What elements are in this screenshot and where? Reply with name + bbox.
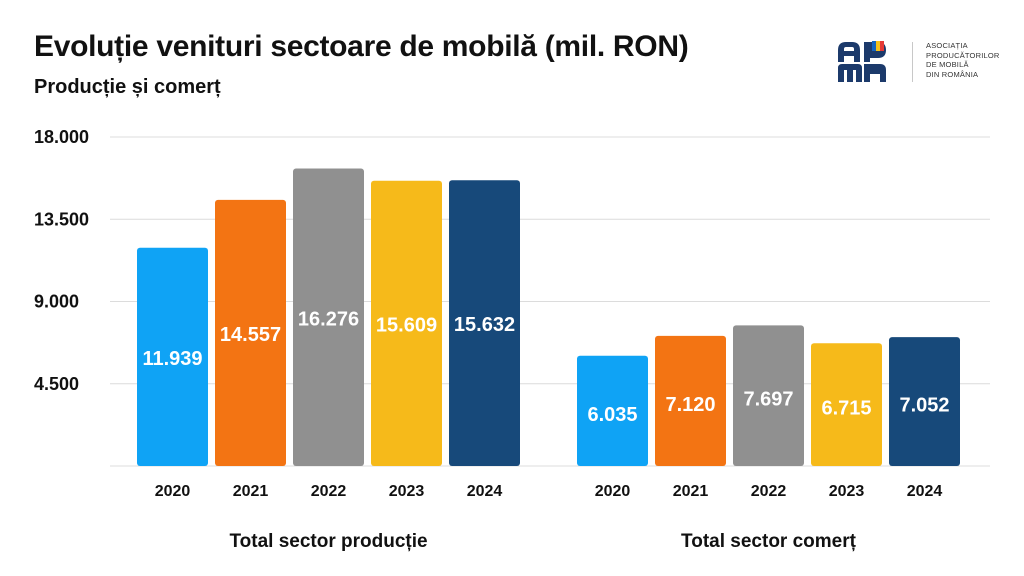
bar — [655, 335, 726, 466]
x-tick-label: 2024 — [467, 483, 503, 500]
x-tick-label: 2023 — [389, 483, 425, 500]
x-tick-label: 2021 — [233, 483, 269, 500]
logo-text-line: PRODUCĂTORILOR — [926, 50, 1000, 60]
x-tick-label: 2022 — [751, 483, 787, 500]
x-tick-label: 2024 — [907, 483, 943, 500]
y-tick-label: 4.500 — [34, 374, 79, 394]
logo-text-line: DE MOBILĂ — [926, 60, 969, 69]
data-label: 16.276 — [298, 308, 359, 330]
chart-subtitle: Producție și comerț — [34, 76, 221, 98]
x-tick-label: 2023 — [829, 483, 865, 500]
y-tick-label: 9.000 — [34, 292, 79, 312]
data-label: 15.632 — [454, 314, 515, 336]
logo-text-line: ASOCIAȚIA — [926, 41, 968, 50]
bar — [811, 343, 882, 466]
bar — [889, 337, 960, 466]
x-tick-label: 2022 — [311, 483, 347, 500]
bar — [449, 180, 520, 466]
group-label: Total sector producție — [229, 531, 427, 552]
x-tick-label: 2021 — [673, 483, 709, 500]
bar — [137, 247, 208, 466]
group-label: Total sector comerț — [681, 531, 857, 552]
data-label: 7.697 — [743, 389, 793, 411]
data-label: 7.052 — [899, 395, 949, 417]
chart-title: Evoluție venituri sectoare de mobilă (mi… — [34, 30, 689, 63]
x-tick-label: 2020 — [155, 483, 191, 500]
bar — [577, 355, 648, 466]
bar — [293, 168, 364, 466]
data-label: 6.715 — [821, 398, 871, 420]
data-label: 15.609 — [376, 314, 437, 336]
y-tick-label: 13.500 — [34, 209, 89, 229]
y-tick-label: 18.000 — [34, 127, 89, 147]
data-label: 7.120 — [665, 394, 715, 416]
bar — [215, 199, 286, 466]
logo-text-line: DIN ROMÂNIA — [926, 69, 979, 79]
logo-text: ASOCIAȚIA PRODUCĂTORILOR DE MOBILĂ DIN R… — [926, 41, 1000, 79]
data-label: 11.939 — [142, 348, 202, 370]
data-label: 6.035 — [587, 404, 637, 426]
x-tick-label: 2020 — [595, 483, 631, 500]
bar — [733, 325, 804, 466]
data-label: 14.557 — [220, 324, 281, 346]
apmr-logo-icon — [838, 41, 913, 82]
bar — [371, 180, 442, 467]
